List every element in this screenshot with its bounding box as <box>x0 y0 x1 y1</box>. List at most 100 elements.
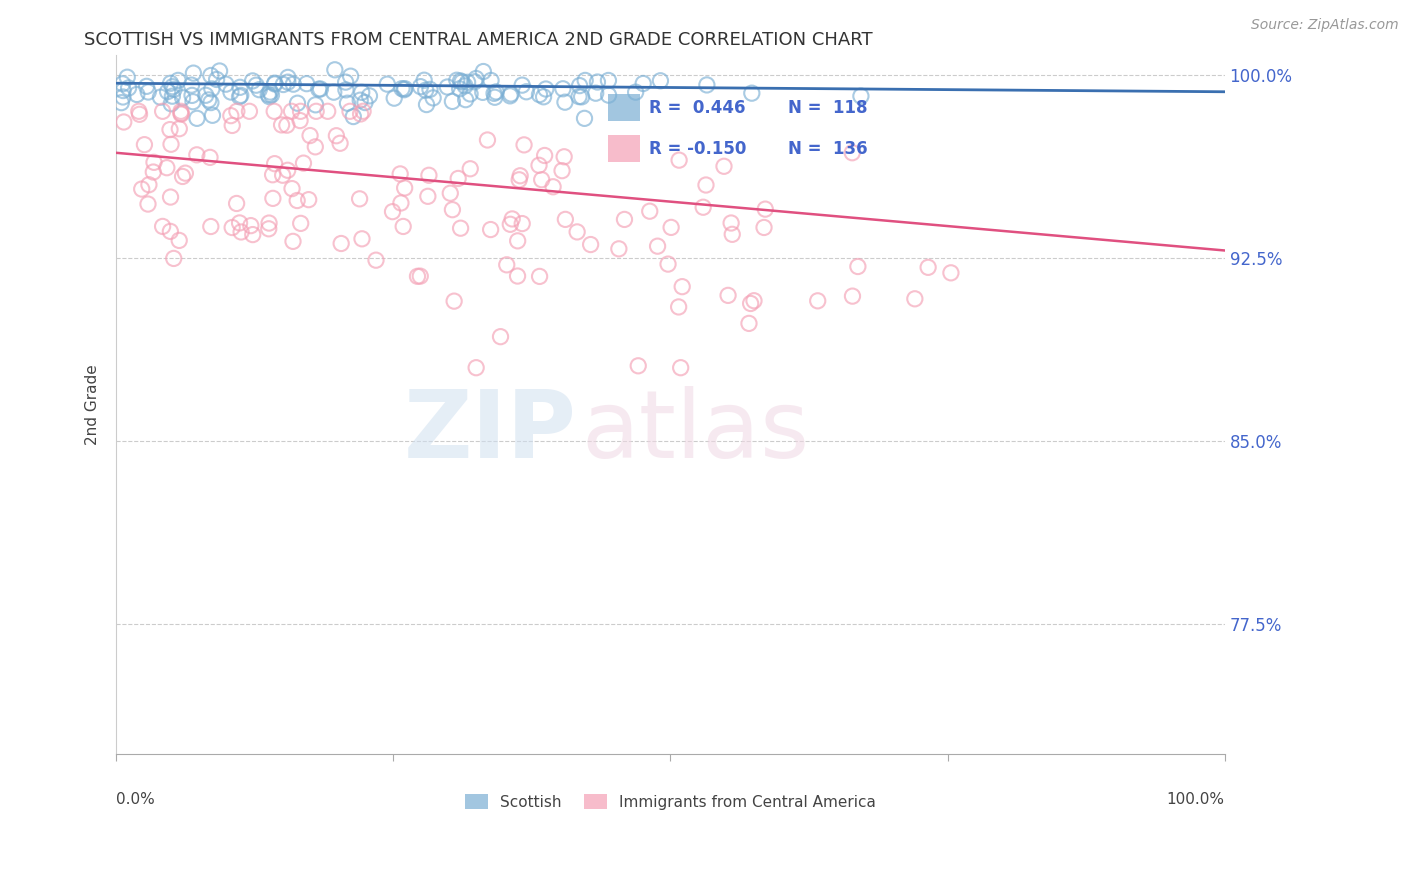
Point <box>508 173 530 187</box>
Point <box>669 360 692 375</box>
Point <box>112 83 135 97</box>
Point <box>354 95 377 110</box>
Point <box>349 93 371 107</box>
Point <box>638 204 661 219</box>
Point <box>335 83 357 97</box>
Point <box>391 81 413 95</box>
Point <box>128 107 150 121</box>
Point <box>717 288 740 302</box>
Text: SCOTTISH VS IMMIGRANTS FROM CENTRAL AMERICA 2ND GRADE CORRELATION CHART: SCOTTISH VS IMMIGRANTS FROM CENTRAL AMER… <box>84 31 873 49</box>
Point <box>134 137 156 152</box>
Point <box>741 86 763 100</box>
Point <box>163 252 186 266</box>
Point <box>849 89 872 103</box>
Point <box>304 97 326 112</box>
Point <box>752 220 775 235</box>
Point <box>349 107 371 121</box>
Point <box>304 140 326 154</box>
Point <box>530 172 553 186</box>
Point <box>330 236 353 251</box>
Point <box>671 279 693 293</box>
Point <box>696 78 718 92</box>
Point <box>499 217 522 231</box>
Point <box>257 89 280 103</box>
Point <box>527 158 550 172</box>
Point <box>259 85 281 99</box>
Point <box>183 66 205 80</box>
Point <box>339 69 361 83</box>
Point <box>339 104 361 119</box>
Point <box>287 96 309 111</box>
Point <box>443 294 465 309</box>
Point <box>323 62 346 77</box>
Point <box>422 91 444 105</box>
Point <box>285 194 308 208</box>
Point <box>160 137 183 152</box>
Point <box>247 83 270 97</box>
Point <box>352 104 374 119</box>
Point <box>484 90 506 104</box>
Point <box>482 87 505 101</box>
Point <box>159 224 181 238</box>
Point <box>568 89 591 103</box>
Point <box>904 292 927 306</box>
Point <box>533 148 555 162</box>
Point <box>225 196 247 211</box>
Point <box>472 64 495 78</box>
Point <box>406 269 429 284</box>
Point <box>136 85 159 99</box>
Point <box>647 239 669 253</box>
Point <box>807 293 830 308</box>
Point <box>451 75 474 89</box>
Point <box>280 104 302 119</box>
Point <box>111 77 134 91</box>
Point <box>613 212 636 227</box>
Point <box>465 360 488 375</box>
Point <box>277 163 299 178</box>
Point <box>501 211 523 226</box>
Point <box>277 70 299 85</box>
Point <box>162 79 184 94</box>
Text: Source: ZipAtlas.com: Source: ZipAtlas.com <box>1251 18 1399 32</box>
Point <box>447 171 470 186</box>
Point <box>409 269 432 284</box>
Point <box>738 317 761 331</box>
Point <box>201 82 224 96</box>
Legend: Scottish, Immigrants from Central America: Scottish, Immigrants from Central Americ… <box>458 788 883 815</box>
Point <box>439 186 461 201</box>
Point <box>283 77 305 91</box>
Point <box>117 81 139 95</box>
Point <box>485 85 508 99</box>
Point <box>598 73 620 87</box>
Point <box>156 85 179 99</box>
Point <box>200 219 222 234</box>
Point <box>131 182 153 196</box>
Text: 100.0%: 100.0% <box>1167 792 1225 807</box>
Point <box>219 85 242 99</box>
Point <box>721 227 744 242</box>
Point <box>568 78 591 93</box>
Point <box>742 293 765 308</box>
Point <box>465 71 488 86</box>
Point <box>292 156 315 170</box>
Point <box>450 221 472 235</box>
Point <box>277 75 299 89</box>
Point <box>329 136 352 151</box>
Point <box>160 96 183 111</box>
Point <box>239 219 262 233</box>
Point <box>553 150 575 164</box>
Point <box>534 82 557 96</box>
Point <box>167 73 190 87</box>
Point <box>342 110 364 124</box>
Point <box>172 91 194 105</box>
Point <box>389 196 412 211</box>
Point <box>917 260 939 275</box>
Point <box>200 69 222 83</box>
Point <box>458 87 481 101</box>
Point <box>529 269 551 284</box>
Point <box>152 104 174 119</box>
Point <box>156 161 179 175</box>
Point <box>181 95 204 109</box>
Point <box>152 219 174 234</box>
Point <box>299 128 322 143</box>
